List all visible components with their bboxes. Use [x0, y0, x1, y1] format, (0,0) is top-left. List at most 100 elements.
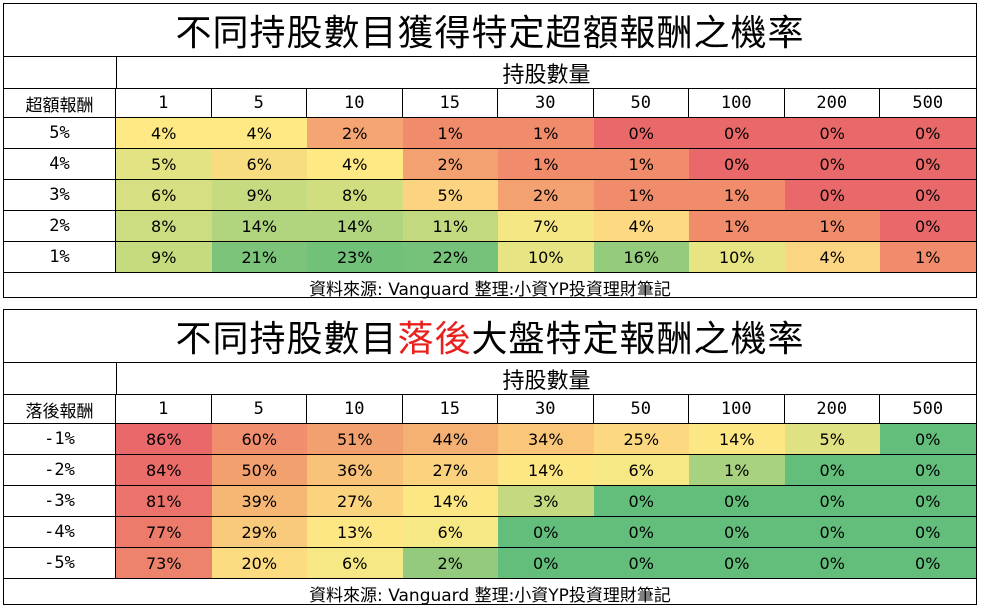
- probability-cell: 39%: [211, 486, 307, 516]
- probability-cell: 34%: [498, 424, 594, 454]
- probability-cell: 6%: [116, 180, 212, 210]
- probability-cell: 0%: [689, 548, 785, 578]
- row-header-label: 超額報酬: [4, 89, 116, 117]
- probability-cell: 6%: [593, 455, 689, 485]
- column-header: 5: [212, 395, 307, 423]
- probability-cell: 1%: [689, 455, 785, 485]
- probability-cell: 0%: [784, 517, 880, 547]
- table-row: 5% 4% 4% 2% 1% 1% 0% 0% 0% 0%: [4, 118, 976, 149]
- underperform-table: 不同持股數目 落後 大盤特定報酬之機率 持股數量 落後報酬 1 5 10 15 30 50 10…: [3, 309, 977, 606]
- column-header: 10: [307, 395, 403, 423]
- probability-cell: 2%: [402, 149, 498, 179]
- table-title: 不同持股數目 落後 大盤特定報酬之機率: [4, 310, 976, 363]
- column-header: 50: [594, 395, 689, 423]
- table-row: -3% 81% 39% 27% 14% 3% 0% 0% 0% 0%: [4, 486, 976, 517]
- probability-cell: 4%: [593, 211, 689, 241]
- row-label: 5%: [4, 118, 116, 148]
- excess-return-table: 不同持股數目獲得特定超額報酬之機率 持股數量 超額報酬 1 5 10 15 30 50 10…: [3, 3, 977, 300]
- row-header-label: 落後報酬: [4, 395, 116, 423]
- probability-cell: 14%: [402, 486, 498, 516]
- probability-cell: 0%: [880, 548, 976, 578]
- column-header: 15: [403, 395, 498, 423]
- probability-cell: 0%: [784, 180, 880, 210]
- column-header: 100: [689, 89, 785, 117]
- probability-cell: 4%: [116, 118, 212, 148]
- probability-cell: 14%: [498, 455, 594, 485]
- probability-cell: 10%: [498, 242, 594, 272]
- probability-cell: 0%: [689, 149, 785, 179]
- row-label: -5%: [4, 548, 116, 578]
- row-label: 1%: [4, 242, 116, 272]
- column-header: 5: [212, 89, 307, 117]
- probability-cell: 1%: [689, 211, 785, 241]
- probability-cell: 81%: [116, 486, 212, 516]
- probability-cell: 0%: [880, 455, 976, 485]
- probability-cell: 0%: [593, 517, 689, 547]
- probability-cell: 27%: [307, 486, 403, 516]
- column-header: 30: [498, 89, 594, 117]
- probability-cell: 13%: [307, 517, 403, 547]
- table-body: -1% 86% 60% 51% 44% 34% 25% 14% 5% 0% -2% 84% 50% 36%…: [4, 424, 976, 579]
- probability-cell: 0%: [689, 517, 785, 547]
- probability-cell: 60%: [211, 424, 307, 454]
- probability-cell: 7%: [498, 211, 594, 241]
- table-body: 5% 4% 4% 2% 1% 1% 0% 0% 0% 0% 4% 5% 6% 4% 2% 1% 1% 0% 0% 0%…: [4, 118, 976, 273]
- title-text: 不同持股數目: [175, 319, 398, 360]
- probability-cell: 9%: [116, 242, 212, 272]
- probability-cell: 0%: [880, 118, 976, 148]
- group-header-row: 持股數量: [4, 57, 976, 89]
- probability-cell: 25%: [593, 424, 689, 454]
- column-header: 10: [307, 89, 403, 117]
- column-header: 1: [116, 395, 212, 423]
- probability-cell: 0%: [784, 455, 880, 485]
- row-label: -1%: [4, 424, 116, 454]
- column-header: 500: [912, 399, 944, 419]
- row-label: -2%: [4, 455, 116, 485]
- probability-cell: 23%: [307, 242, 403, 272]
- probability-cell: 0%: [880, 517, 976, 547]
- probability-cell: 84%: [116, 455, 212, 485]
- column-header: 200: [785, 89, 880, 117]
- group-header-row: 持股數量: [4, 363, 976, 395]
- probability-cell: 0%: [498, 517, 594, 547]
- probability-cell: 0%: [593, 118, 689, 148]
- source-footer: 資料來源: Vanguard 整理:小資YP投資理財筆記: [309, 585, 671, 606]
- row-label: 2%: [4, 211, 116, 241]
- row-label: 3%: [4, 180, 116, 210]
- probability-cell: 5%: [784, 424, 880, 454]
- row-label: 4%: [4, 149, 116, 179]
- title-text: 不同持股數目獲得特定超額報酬之機率: [175, 13, 805, 54]
- probability-cell: 36%: [307, 455, 403, 485]
- probability-cell: 16%: [593, 242, 689, 272]
- probability-cell: 2%: [307, 118, 403, 148]
- probability-cell: 6%: [307, 548, 403, 578]
- probability-cell: 0%: [593, 486, 689, 516]
- probability-cell: 6%: [211, 149, 307, 179]
- probability-cell: 3%: [498, 486, 594, 516]
- probability-cell: 29%: [211, 517, 307, 547]
- probability-cell: 1%: [498, 149, 594, 179]
- probability-cell: 1%: [498, 118, 594, 148]
- probability-cell: 2%: [498, 180, 594, 210]
- probability-cell: 20%: [211, 548, 307, 578]
- table-row: -5% 73% 20% 6% 2% 0% 0% 0% 0% 0%: [4, 548, 976, 579]
- holdings-group-header: 持股數量: [502, 62, 591, 88]
- probability-cell: 0%: [784, 548, 880, 578]
- probability-cell: 9%: [211, 180, 307, 210]
- corner-cell: [4, 57, 117, 88]
- probability-cell: 1%: [593, 180, 689, 210]
- column-header: 1: [116, 89, 212, 117]
- probability-cell: 14%: [689, 424, 785, 454]
- title-text-end: 大盤特定報酬之機率: [471, 319, 805, 360]
- probability-cell: 1%: [880, 242, 976, 272]
- probability-cell: 0%: [784, 118, 880, 148]
- table-row: -1% 86% 60% 51% 44% 34% 25% 14% 5% 0%: [4, 424, 976, 455]
- probability-cell: 5%: [116, 149, 212, 179]
- probability-cell: 5%: [402, 180, 498, 210]
- probability-cell: 77%: [116, 517, 212, 547]
- table-row: -4% 77% 29% 13% 6% 0% 0% 0% 0% 0%: [4, 517, 976, 548]
- source-footer: 資料來源: Vanguard 整理:小資YP投資理財筆記: [309, 279, 671, 300]
- probability-cell: 21%: [211, 242, 307, 272]
- probability-cell: 44%: [402, 424, 498, 454]
- column-header: 30: [498, 395, 594, 423]
